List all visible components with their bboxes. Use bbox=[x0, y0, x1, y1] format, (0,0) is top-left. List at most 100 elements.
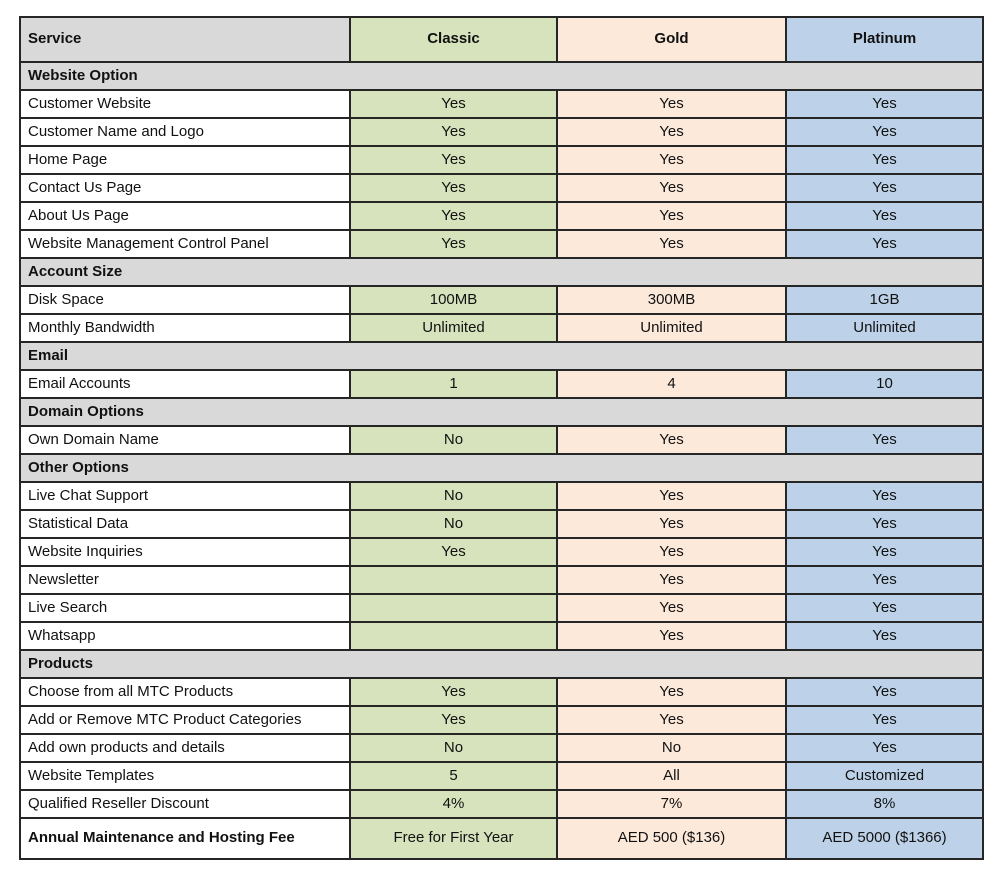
table-row: Choose from all MTC Products Yes Yes Yes bbox=[19, 677, 984, 707]
section-row-domain-options: Domain Options bbox=[19, 397, 984, 427]
row-label: Disk Space bbox=[19, 285, 351, 315]
cell-platinum: Yes bbox=[785, 509, 984, 539]
cell-classic: Yes bbox=[349, 201, 558, 231]
row-label: Add or Remove MTC Product Categories bbox=[19, 705, 351, 735]
cell-classic: Yes bbox=[349, 173, 558, 203]
cell-classic: Yes bbox=[349, 89, 558, 119]
cell-classic: Yes bbox=[349, 229, 558, 259]
cell-classic: Yes bbox=[349, 677, 558, 707]
cell-gold: Yes bbox=[556, 229, 787, 259]
footer-row-annual-fee: Annual Maintenance and Hosting Fee Free … bbox=[19, 817, 984, 860]
table-row: Statistical Data No Yes Yes bbox=[19, 509, 984, 539]
cell-classic: Yes bbox=[349, 537, 558, 567]
cell-classic bbox=[349, 621, 558, 651]
table-row: Disk Space 100MB 300MB 1GB bbox=[19, 285, 984, 315]
cell-classic: Yes bbox=[349, 145, 558, 175]
cell-platinum: 10 bbox=[785, 369, 984, 399]
cell-gold: Yes bbox=[556, 173, 787, 203]
section-row-account-size: Account Size bbox=[19, 257, 984, 287]
cell-platinum: Yes bbox=[785, 733, 984, 763]
cell-gold: All bbox=[556, 761, 787, 791]
cell-gold: 7% bbox=[556, 789, 787, 819]
row-label: Live Chat Support bbox=[19, 481, 351, 511]
cell-gold: 4 bbox=[556, 369, 787, 399]
row-label: Qualified Reseller Discount bbox=[19, 789, 351, 819]
cell-platinum: Yes bbox=[785, 593, 984, 623]
table-row: Email Accounts 1 4 10 bbox=[19, 369, 984, 399]
row-label: Customer Name and Logo bbox=[19, 117, 351, 147]
cell-gold: Yes bbox=[556, 89, 787, 119]
table-row: Newsletter Yes Yes bbox=[19, 565, 984, 595]
cell-classic: Unlimited bbox=[349, 313, 558, 343]
table-row: About Us Page Yes Yes Yes bbox=[19, 201, 984, 231]
cell-gold: Yes bbox=[556, 425, 787, 455]
cell-platinum: Yes bbox=[785, 201, 984, 231]
row-label: Choose from all MTC Products bbox=[19, 677, 351, 707]
cell-classic: 4% bbox=[349, 789, 558, 819]
row-label: Website Management Control Panel bbox=[19, 229, 351, 259]
row-label: Own Domain Name bbox=[19, 425, 351, 455]
section-title: Account Size bbox=[19, 257, 984, 287]
cell-gold: Yes bbox=[556, 537, 787, 567]
cell-platinum: Yes bbox=[785, 677, 984, 707]
row-label: Whatsapp bbox=[19, 621, 351, 651]
table-row: Monthly Bandwidth Unlimited Unlimited Un… bbox=[19, 313, 984, 343]
cell-gold: AED 500 ($136) bbox=[556, 817, 787, 860]
cell-platinum: Unlimited bbox=[785, 313, 984, 343]
table-row: Website Inquiries Yes Yes Yes bbox=[19, 537, 984, 567]
table-row: Live Chat Support No Yes Yes bbox=[19, 481, 984, 511]
cell-platinum: Customized bbox=[785, 761, 984, 791]
table-row: Website Management Control Panel Yes Yes… bbox=[19, 229, 984, 259]
cell-platinum: 8% bbox=[785, 789, 984, 819]
cell-platinum: Yes bbox=[785, 145, 984, 175]
section-row-products: Products bbox=[19, 649, 984, 679]
cell-platinum: Yes bbox=[785, 481, 984, 511]
cell-classic: Yes bbox=[349, 117, 558, 147]
cell-gold: Yes bbox=[556, 481, 787, 511]
row-label: Live Search bbox=[19, 593, 351, 623]
column-header-service: Service bbox=[19, 16, 351, 63]
cell-platinum: Yes bbox=[785, 173, 984, 203]
cell-platinum: 1GB bbox=[785, 285, 984, 315]
cell-gold: Yes bbox=[556, 509, 787, 539]
row-label: About Us Page bbox=[19, 201, 351, 231]
cell-platinum: Yes bbox=[785, 425, 984, 455]
table-row: Contact Us Page Yes Yes Yes bbox=[19, 173, 984, 203]
cell-gold: Yes bbox=[556, 677, 787, 707]
table-row: Website Templates 5 All Customized bbox=[19, 761, 984, 791]
row-label: Contact Us Page bbox=[19, 173, 351, 203]
cell-classic: No bbox=[349, 733, 558, 763]
cell-platinum: Yes bbox=[785, 621, 984, 651]
table-row: Home Page Yes Yes Yes bbox=[19, 145, 984, 175]
cell-classic bbox=[349, 593, 558, 623]
cell-platinum: Yes bbox=[785, 537, 984, 567]
header-row: Service Classic Gold Platinum bbox=[19, 16, 984, 63]
row-label: Monthly Bandwidth bbox=[19, 313, 351, 343]
row-label: Website Inquiries bbox=[19, 537, 351, 567]
cell-classic: No bbox=[349, 481, 558, 511]
cell-classic bbox=[349, 565, 558, 595]
table-row: Whatsapp Yes Yes bbox=[19, 621, 984, 651]
cell-classic: 5 bbox=[349, 761, 558, 791]
cell-gold: Yes bbox=[556, 145, 787, 175]
row-label: Home Page bbox=[19, 145, 351, 175]
table-row: Add or Remove MTC Product Categories Yes… bbox=[19, 705, 984, 735]
section-title: Domain Options bbox=[19, 397, 984, 427]
section-row-other-options: Other Options bbox=[19, 453, 984, 483]
cell-gold: Yes bbox=[556, 593, 787, 623]
cell-platinum: Yes bbox=[785, 229, 984, 259]
cell-gold: Yes bbox=[556, 117, 787, 147]
row-label: Website Templates bbox=[19, 761, 351, 791]
cell-platinum: AED 5000 ($1366) bbox=[785, 817, 984, 860]
cell-platinum: Yes bbox=[785, 705, 984, 735]
section-row-website-option: Website Option bbox=[19, 61, 984, 91]
cell-gold: No bbox=[556, 733, 787, 763]
row-label: Annual Maintenance and Hosting Fee bbox=[19, 817, 351, 860]
column-header-gold: Gold bbox=[556, 16, 787, 63]
pricing-comparison-table: Service Classic Gold Platinum Website Op… bbox=[19, 16, 984, 860]
cell-platinum: Yes bbox=[785, 565, 984, 595]
column-header-platinum: Platinum bbox=[785, 16, 984, 63]
cell-classic: 100MB bbox=[349, 285, 558, 315]
cell-classic: Free for First Year bbox=[349, 817, 558, 860]
cell-platinum: Yes bbox=[785, 89, 984, 119]
